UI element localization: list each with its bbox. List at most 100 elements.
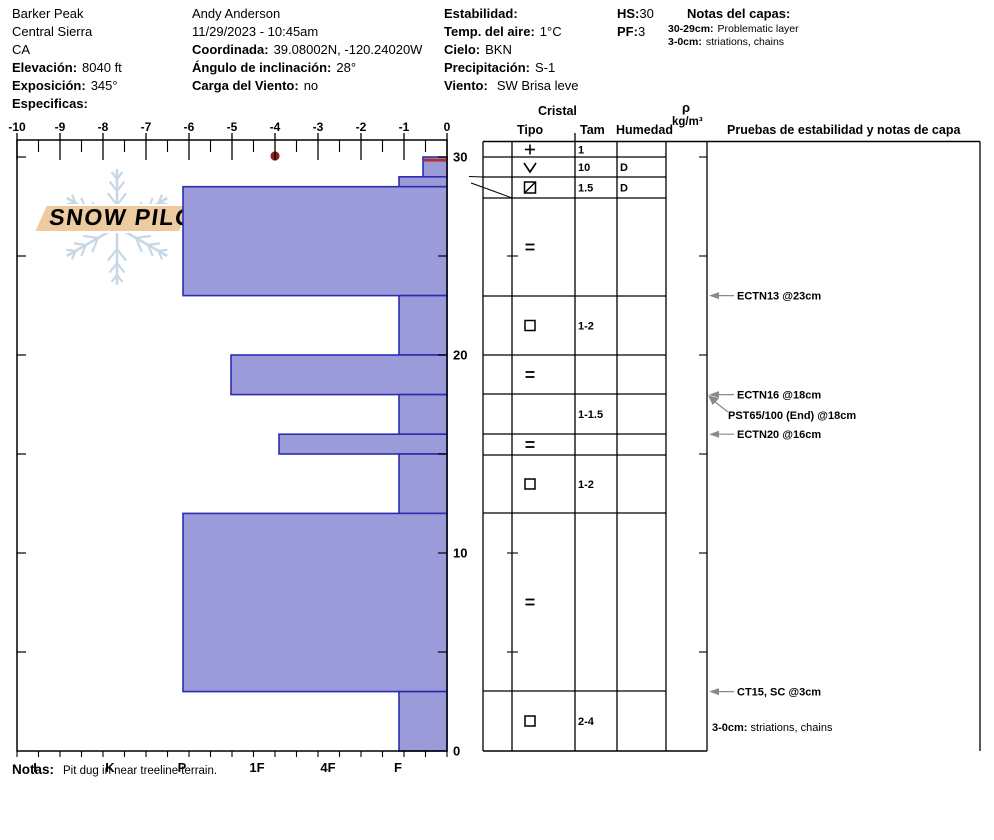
- snowpilot-logo: SNOW PILOT: [32, 169, 212, 285]
- snow-layer-bar: [230, 354, 448, 396]
- grain-size-value: 1-2: [578, 479, 594, 491]
- snowflake-icon: [135, 237, 143, 253]
- stability-label: Estabilidad:: [444, 6, 518, 21]
- snow-layer-bar: [398, 453, 448, 515]
- grain-size-value: 2-4: [578, 716, 595, 728]
- problematic-layer-flag: [424, 158, 446, 162]
- snowflake-icon: [157, 250, 163, 260]
- site-name: Barker Peak: [12, 6, 84, 21]
- stability-test-label: CT15, SC @3cm: [737, 687, 821, 699]
- snowflake-icon: [110, 171, 118, 180]
- air-temp-label: Temp. del aire:: [444, 24, 535, 39]
- aspect-label: Exposición:: [12, 78, 86, 93]
- site-specifics: Especificas:: [12, 96, 88, 111]
- site-aspect: Exposición: 345°: [12, 78, 118, 93]
- layer-note-range: 30-29cm:: [668, 23, 714, 35]
- sky-value: BKN: [485, 42, 512, 57]
- snowflake-icon: [116, 171, 124, 180]
- snow-layer-bar: [398, 294, 448, 356]
- site-range: Central Sierra: [12, 24, 93, 39]
- sky-cover: Cielo: BKN: [444, 42, 512, 57]
- aspect-value: 345°: [90, 78, 118, 93]
- wind-loading-label: Carga del Viento:: [192, 78, 299, 93]
- wind-loading: Carga del Viento: no: [192, 78, 318, 93]
- sky-label: Cielo:: [444, 42, 481, 57]
- slope-angle: Ángulo de inclinación: 28°: [192, 60, 356, 75]
- temp-axis-label: -4: [270, 120, 281, 134]
- snowflake-icon: [116, 274, 124, 283]
- wind: Viento: SW Brisa leve: [444, 78, 578, 93]
- snowflake-icon: [158, 248, 168, 253]
- depth-axis-label: 10: [453, 546, 467, 561]
- wind-label: Viento:: [444, 78, 488, 93]
- grain-size-value: 10: [578, 162, 590, 174]
- temp-axis-label: -1: [399, 120, 410, 134]
- layer-note-text: Problematic layer: [717, 23, 799, 35]
- test-arrow-head: [709, 292, 719, 300]
- snowflake-icon: [116, 192, 128, 206]
- precip-value: S-1: [534, 60, 556, 75]
- notes-label: Notas:: [12, 762, 55, 777]
- precip-label: Precipitación:: [444, 60, 530, 75]
- snowflake-icon: [108, 262, 118, 274]
- crystal-header: Cristal: [538, 104, 577, 118]
- stability-tests: ECTN13 @23cm ECTN16 @18cm PST65/100 (End) …: [708, 291, 856, 734]
- grain-size-value: 1-1.5: [578, 409, 603, 421]
- snowflake-icon: [71, 194, 77, 204]
- snowflake-icon: [80, 244, 87, 257]
- depth-axis-label: 30: [453, 150, 467, 165]
- snowflake-icon: [106, 248, 118, 262]
- snowflake-icon: [73, 242, 86, 247]
- notes-text: Pit dug in near treeline terrain.: [63, 765, 218, 777]
- moisture-value: D: [620, 183, 628, 195]
- snowflake-icon: [91, 237, 99, 253]
- test-arrow-head: [708, 395, 719, 405]
- hardness-axis-label: F: [394, 760, 402, 775]
- layer-note: 30-29cm: Problematic layer: [668, 23, 799, 36]
- slope-angle-value: 28°: [336, 60, 357, 75]
- slope-angle-label: Ángulo de inclinación:: [192, 60, 332, 75]
- temp-axis-label: 0: [444, 120, 451, 134]
- grain-facet-icon: [524, 319, 536, 332]
- depth-axis-label: 20: [453, 348, 467, 363]
- snowflake-icon: [148, 242, 161, 247]
- temp-axis-label: -6: [184, 120, 195, 134]
- pit-floor: PF:3: [617, 24, 645, 39]
- layer-note-text: striations, chains: [705, 36, 785, 48]
- elevation-label: Elevación:: [12, 60, 78, 75]
- layer-notes-title: Notas del capas:: [687, 6, 791, 21]
- hardness-axis-label: I: [33, 760, 37, 775]
- grain-box-slash-icon: [524, 181, 536, 194]
- snowflake-icon: [106, 192, 118, 206]
- tests-layer-note: 3-0cm: striations, chains: [712, 722, 833, 734]
- layer-leader-line: [470, 182, 513, 199]
- grain-surface-hoar-icon: [523, 162, 537, 174]
- pf-value: 3: [637, 24, 646, 39]
- grain-facet-icon: [524, 478, 536, 490]
- grain-size-value: 1: [578, 145, 584, 157]
- snowflake-icon: [66, 248, 76, 253]
- test-arrow-head: [709, 688, 719, 696]
- temp-axis-label: -2: [356, 120, 367, 134]
- site-state: CA: [12, 42, 31, 57]
- pit-notes: Notas: Pit dug in near treeline terrain.: [12, 761, 217, 779]
- hardness-axis-label: 4F: [320, 760, 335, 775]
- tests-header: Pruebas de estabilidad y notas de capa: [727, 123, 961, 137]
- air-temp: Temp. del aire: 1°C: [444, 24, 562, 39]
- snow-layer-bar: [182, 185, 448, 297]
- specifics-label: Especificas:: [12, 96, 88, 111]
- grain-size-value: 1-2: [578, 321, 594, 333]
- snow-layer-bar: [398, 176, 448, 188]
- stability-test-label: ECTN16 @18cm: [737, 390, 821, 402]
- coordinates-value: 39.08002N, -120.24020W: [273, 42, 423, 57]
- test-arrow-head: [709, 391, 719, 399]
- wind-loading-value: no: [303, 78, 319, 93]
- temp-axis-label: -3: [313, 120, 324, 134]
- depth-axis-label: 0: [453, 744, 460, 759]
- snowflake-icon: [135, 234, 152, 240]
- snowflake-icon: [110, 274, 118, 283]
- stability-test-label: ECTN13 @23cm: [737, 291, 821, 303]
- column-header-tipo: Tipo: [517, 123, 544, 137]
